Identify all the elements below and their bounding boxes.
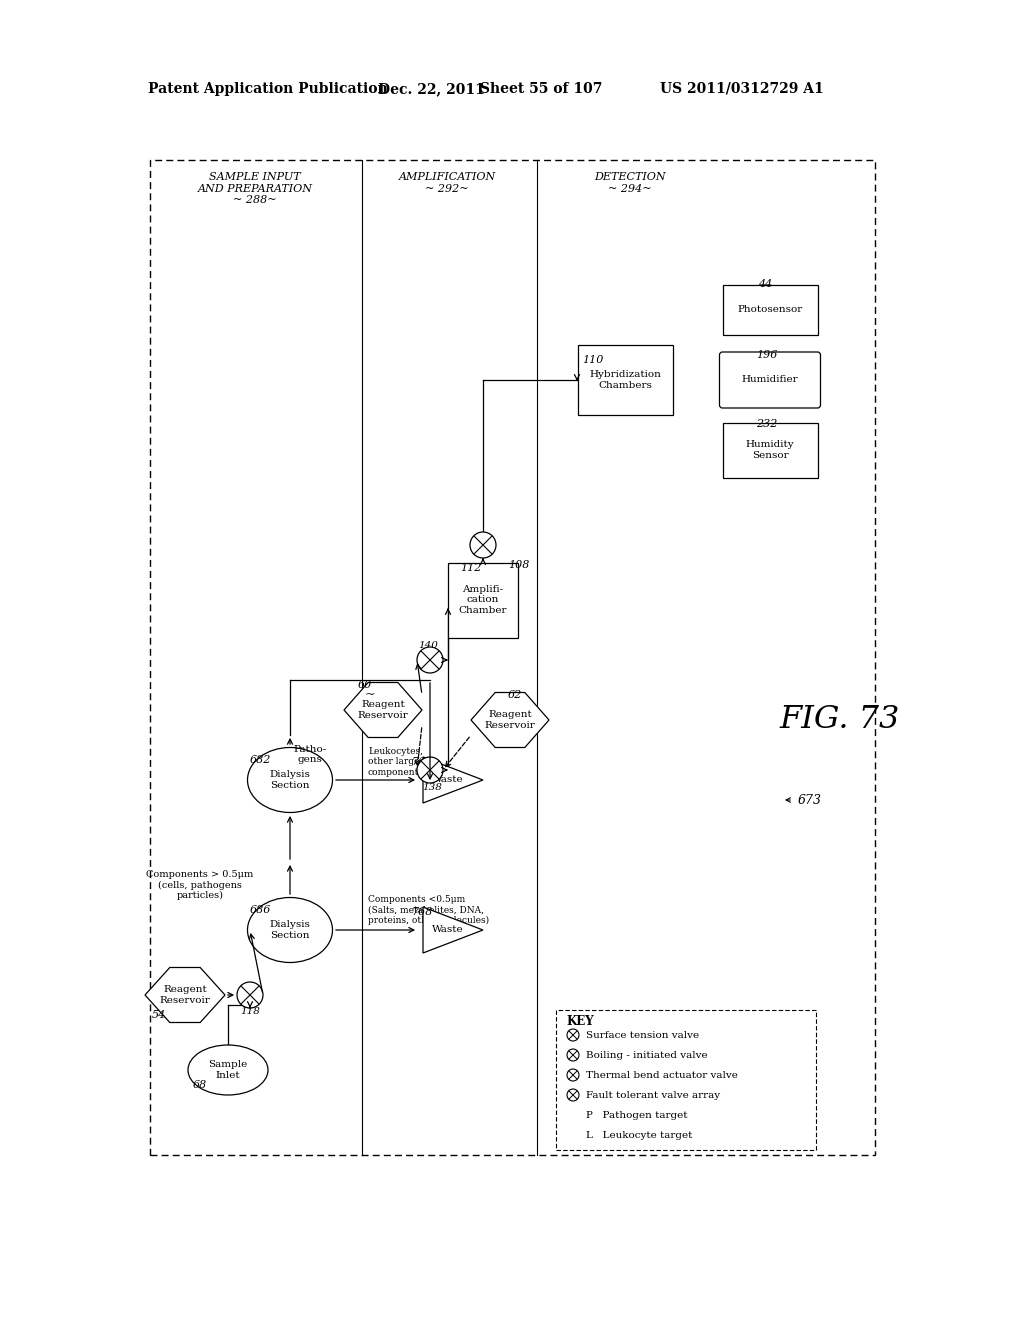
Text: Hybridization
Chambers: Hybridization Chambers [589,371,660,389]
Text: 62: 62 [508,690,522,700]
Text: 112: 112 [460,564,481,573]
Text: 108: 108 [508,560,529,570]
Text: 673: 673 [798,793,822,807]
Bar [723,285,817,335]
Text: Patho-
gens: Patho- gens [293,744,327,764]
Circle shape [567,1049,579,1061]
Polygon shape [423,756,483,803]
Text: 138: 138 [422,783,442,792]
Text: Sample
Inlet: Sample Inlet [208,1060,248,1080]
Circle shape [567,1089,579,1101]
Circle shape [567,1069,579,1081]
Text: Photosensor: Photosensor [737,305,803,314]
Text: Components > 0.5μm
(cells, pathogens
particles): Components > 0.5μm (cells, pathogens par… [146,870,254,900]
Text: 196: 196 [756,350,777,360]
Text: DETECTION
~ 294~: DETECTION ~ 294~ [594,172,666,194]
Text: 54: 54 [152,1010,166,1020]
Text: P   Pathogen target: P Pathogen target [586,1110,687,1119]
Text: 766: 766 [412,756,433,767]
Text: Surface tension valve: Surface tension valve [586,1031,699,1040]
Polygon shape [145,968,225,1023]
Text: 118: 118 [240,1007,260,1016]
Ellipse shape [248,747,333,813]
Text: 140: 140 [418,640,438,649]
Text: SAMPLE INPUT
AND PREPARATION
~ 288~: SAMPLE INPUT AND PREPARATION ~ 288~ [198,172,312,205]
Text: Thermal bend actuator valve: Thermal bend actuator valve [586,1071,738,1080]
Text: Dialysis
Section: Dialysis Section [269,771,310,789]
Ellipse shape [188,1045,268,1096]
Text: Patent Application Publication: Patent Application Publication [148,82,388,96]
Text: 768: 768 [412,907,433,917]
Polygon shape [471,693,549,747]
Circle shape [470,532,496,558]
Text: Sheet 55 of 107: Sheet 55 of 107 [480,82,602,96]
Circle shape [237,982,263,1008]
Text: Leukocytes,
other large
components: Leukocytes, other large components [368,747,424,777]
Text: ~: ~ [365,689,376,701]
Text: Dialysis
Section: Dialysis Section [269,920,310,940]
Text: Boiling - initiated valve: Boiling - initiated valve [586,1051,708,1060]
Text: Components <0.5μm
(Salts, metabolites, DNA,
proteins, other molecules): Components <0.5μm (Salts, metabolites, D… [368,895,489,925]
Text: 110: 110 [582,355,603,366]
Bar [556,1010,816,1150]
Text: 60: 60 [358,680,373,690]
Text: Reagent
Reservoir: Reagent Reservoir [484,710,536,730]
Text: L   Leukocyte target: L Leukocyte target [586,1130,692,1139]
Text: Waste: Waste [432,776,464,784]
Bar [150,160,874,1155]
Text: Humidity
Sensor: Humidity Sensor [745,441,795,459]
Circle shape [567,1030,579,1041]
Text: KEY: KEY [566,1015,594,1028]
Polygon shape [423,907,483,953]
Ellipse shape [248,898,333,962]
Text: 682: 682 [250,755,271,766]
Text: Dec. 22, 2011: Dec. 22, 2011 [378,82,485,96]
Text: Reagent
Reservoir: Reagent Reservoir [357,701,409,719]
Circle shape [417,647,443,673]
Text: Waste: Waste [432,925,464,935]
Circle shape [417,756,443,783]
Text: AMPLIFICATION
~ 292~: AMPLIFICATION ~ 292~ [398,172,496,194]
Bar [723,422,817,478]
Text: 44: 44 [758,279,772,289]
Text: Reagent
Reservoir: Reagent Reservoir [160,985,210,1005]
Polygon shape [344,682,422,738]
Bar [578,345,673,414]
Bar [449,562,518,638]
Text: Amplifi-
cation
Chamber: Amplifi- cation Chamber [459,585,507,615]
FancyBboxPatch shape [720,352,820,408]
Text: US 2011/0312729 A1: US 2011/0312729 A1 [660,82,823,96]
Text: 686: 686 [250,906,271,915]
Text: Fault tolerant valve array: Fault tolerant valve array [586,1090,720,1100]
Text: Humidifier: Humidifier [741,375,799,384]
Text: 232: 232 [756,418,777,429]
Text: FIG. 73: FIG. 73 [780,705,900,735]
Text: 68: 68 [193,1080,207,1090]
